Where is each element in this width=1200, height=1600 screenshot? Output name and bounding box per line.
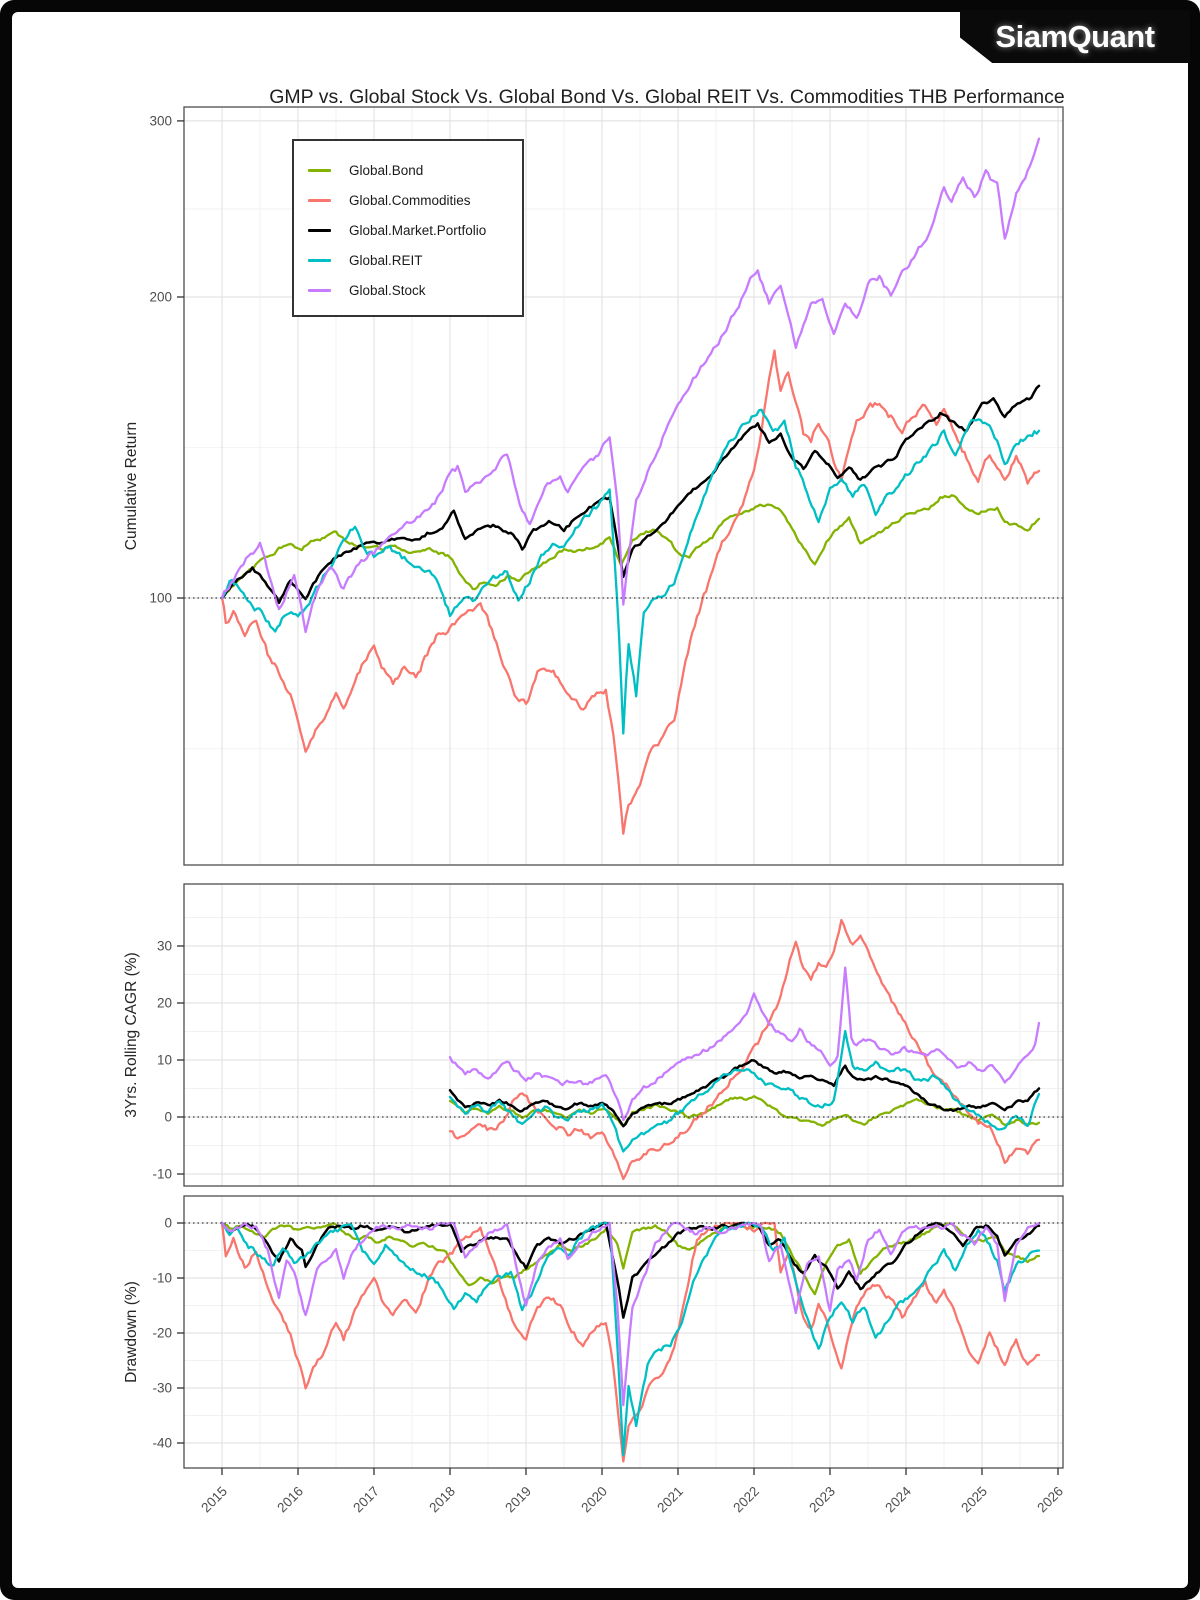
legend-item-global-commodities: Global.Commodities (308, 185, 522, 215)
y-tick-label: 10 (157, 1053, 172, 1068)
series-global-reit-line (220, 1221, 1041, 1457)
y-tick-label: 0 (164, 1110, 172, 1125)
panel-border (183, 1195, 1064, 1469)
legend-item-global-stock: Global.Stock (308, 275, 522, 305)
panel-series (448, 918, 1041, 1181)
y-tick-label: -40 (152, 1436, 172, 1451)
y-tick-label: -30 (152, 1381, 172, 1396)
panel-border (183, 883, 1064, 1187)
legend-key-line (308, 198, 331, 202)
legend-item-global-bond: Global.Bond (308, 155, 522, 185)
y-tick-label: 30 (157, 939, 172, 954)
legend-item-label: Global.Commodities (349, 192, 471, 208)
series-global-reit-line (448, 1029, 1041, 1153)
series-global-stock-line (220, 1221, 1041, 1407)
series-global-commodities-line (220, 1221, 1041, 1463)
legend: Global.Bond Global.Commodities Global.Mark… (292, 139, 524, 317)
panel-series (220, 137, 1041, 835)
legend-key-line (308, 228, 331, 232)
chart-title: GMP vs. Global Stock Vs. Global Bond Vs.… (269, 86, 1065, 108)
panel-gridlines (184, 884, 1063, 1186)
legend-key-line (308, 288, 331, 292)
y-axis-title: Cumulative Return (123, 422, 140, 550)
x-tick-label: 2017 (350, 1484, 382, 1516)
x-tick-label: 2024 (882, 1483, 914, 1515)
y-tick-label: 200 (149, 290, 172, 305)
x-axis-ticks: 2015 2016 2017 2018 2019 2020 2021 2022 2023 2024… (198, 1468, 1066, 1515)
x-tick-label: 2015 (198, 1484, 230, 1516)
panel-bg (184, 1196, 1063, 1468)
legend-key-line (308, 258, 331, 262)
x-tick-label: 2021 (654, 1484, 686, 1516)
series-global-reit-line (220, 408, 1041, 735)
y-axis-title: 3Yrs. Rolling CAGR (%) (123, 952, 140, 1117)
legend-item-label: Global.Stock (349, 282, 426, 298)
legend-item-global-market-portfolio: Global.Market.Portfolio (308, 215, 522, 245)
y-tick-label: -20 (152, 1326, 172, 1341)
y-tick-label: 20 (157, 996, 172, 1011)
series-global-market-portfolio-line (448, 1059, 1041, 1128)
x-tick-label: 2020 (578, 1484, 610, 1516)
y-tick-label: 0 (164, 1216, 172, 1231)
series-global-stock-line (448, 966, 1041, 1122)
series-global-market-portfolio-line (220, 1221, 1041, 1319)
y-tick-label: 300 (149, 113, 172, 128)
legend-item-label: Global.Market.Portfolio (349, 222, 487, 238)
x-tick-label: 2019 (502, 1484, 534, 1516)
series-global-commodities-line (220, 349, 1041, 835)
x-tick-label: 2016 (274, 1484, 306, 1516)
y-axis-ticks: -40 -30 -20 -10 0 (152, 1216, 184, 1451)
y-tick-label: -10 (152, 1271, 172, 1286)
y-axis-ticks: -10 0 10 20 30 (152, 939, 184, 1182)
siamquant-logo-text: SiamQuant (995, 18, 1155, 54)
legend-item-global-reit: Global.REIT (308, 245, 522, 275)
x-tick-label: 2023 (806, 1484, 838, 1516)
panel-series (220, 1221, 1041, 1463)
y-tick-label: 100 (149, 591, 172, 606)
y-axis-ticks: 100 200 300 (149, 113, 184, 606)
y-axis-title: Drawdown (%) (123, 1281, 140, 1383)
y-tick-label: -10 (152, 1167, 172, 1182)
legend-item-label: Global.REIT (349, 252, 423, 268)
legend-item-label: Global.Bond (349, 162, 424, 178)
x-tick-label: 2022 (730, 1484, 762, 1516)
x-tick-label: 2018 (426, 1484, 458, 1516)
legend-key-line (308, 168, 331, 172)
siamquant-logo: SiamQuant (960, 10, 1190, 63)
panel-bg (184, 884, 1063, 1186)
x-tick-label: 2025 (958, 1484, 990, 1516)
x-tick-label: 2026 (1034, 1484, 1066, 1516)
series-global-stock-line (220, 137, 1041, 634)
panel-border (183, 106, 1064, 866)
